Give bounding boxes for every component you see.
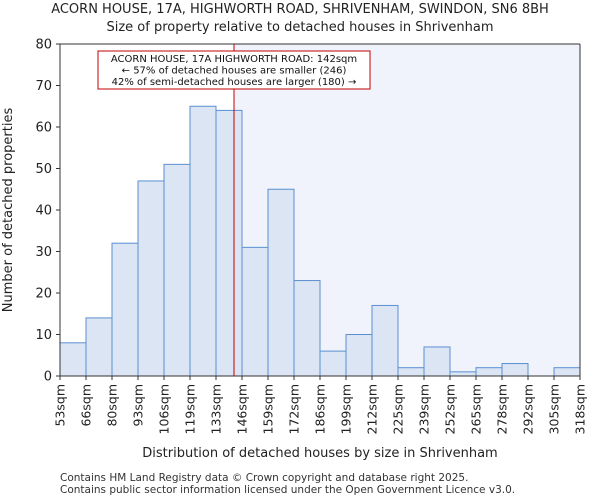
x-axis-title: Distribution of detached houses by size … [142, 446, 497, 461]
x-tick-label: 278sqm [495, 384, 510, 434]
histogram-bar [293, 280, 321, 377]
histogram-bar [319, 350, 347, 377]
histogram-bar [423, 346, 451, 377]
histogram-bar [241, 246, 269, 377]
histogram-bar [59, 342, 87, 377]
y-tick-label: 40 [35, 204, 52, 219]
x-tick-label: 80sqm [105, 384, 120, 427]
footer-licence: Contains public sector information licen… [60, 484, 516, 496]
chart-title: ACORN HOUSE, 17A, HIGHWORTH ROAD, SHRIVE… [51, 2, 549, 17]
x-tick-label: 265sqm [469, 384, 484, 434]
y-tick-label: 20 [35, 287, 52, 302]
x-tick-label: 239sqm [417, 384, 432, 434]
histogram-bar [215, 109, 243, 377]
y-tick-label: 0 [44, 370, 52, 385]
histogram-bar [345, 334, 373, 377]
y-tick-label: 70 [35, 79, 52, 94]
x-tick-label: 66sqm [79, 384, 94, 427]
y-tick-label: 80 [35, 38, 52, 53]
x-tick-label: 53sqm [53, 384, 68, 427]
x-tick-label: 199sqm [339, 384, 354, 434]
histogram-chart: 0 10 20 30 40 50 60 70 80 53sqm 66sqm 80sqm 93sqm 106… [1, 38, 588, 462]
annotation-line: ACORN HOUSE, 17A HIGHWORTH ROAD: 142sqm [111, 54, 357, 65]
x-tick-label: 159sqm [261, 384, 276, 434]
histogram-bar [449, 371, 477, 377]
histogram-bar [189, 105, 217, 377]
x-tick-label: 93sqm [131, 384, 146, 427]
histogram-bar [475, 367, 503, 377]
histogram-bar [267, 188, 295, 377]
histogram-bar [85, 317, 113, 377]
histogram-bar [111, 242, 139, 377]
histogram-bar [163, 163, 191, 377]
y-tick-label: 30 [35, 245, 52, 260]
x-tick-label: 318sqm [573, 384, 588, 434]
annotation-line: ← 57% of detached houses are smaller (24… [122, 66, 347, 77]
histogram-bar [501, 363, 529, 377]
histogram-bar [553, 367, 581, 377]
y-axis-title: Number of detached properties [1, 108, 16, 313]
annotation-box [97, 50, 371, 90]
histogram-bar [137, 180, 165, 377]
x-tick-label: 106sqm [157, 384, 172, 434]
x-tick-label: 186sqm [313, 384, 328, 434]
histogram-bar [371, 304, 399, 377]
y-tick-label: 50 [35, 162, 52, 177]
histogram-bar [397, 367, 425, 377]
footer-copyright: Contains HM Land Registry data © Crown c… [60, 472, 469, 484]
y-tick-label: 10 [35, 328, 52, 343]
x-tick-label: 172sqm [287, 384, 302, 434]
x-tick-label: 212sqm [365, 384, 380, 434]
chart-subtitle: Size of property relative to detached ho… [106, 20, 494, 35]
x-tick-label: 305sqm [547, 384, 562, 434]
y-tick-label: 60 [35, 121, 52, 136]
annotation-line: 42% of semi-detached houses are larger (… [112, 77, 357, 88]
x-tick-label: 225sqm [391, 384, 406, 434]
x-tick-label: 146sqm [235, 384, 250, 434]
x-tick-label: 133sqm [209, 384, 224, 434]
x-tick-label: 119sqm [183, 384, 198, 434]
x-tick-label: 292sqm [521, 384, 536, 434]
x-tick-label: 252sqm [443, 384, 458, 434]
